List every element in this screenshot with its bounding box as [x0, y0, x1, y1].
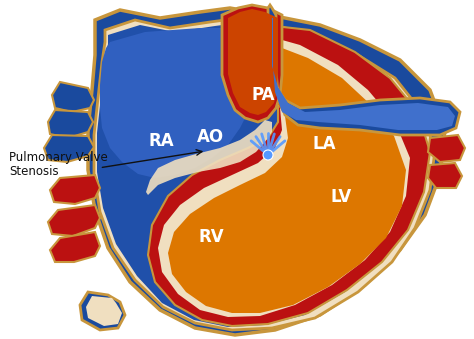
Polygon shape	[228, 9, 278, 115]
Polygon shape	[86, 296, 122, 326]
Text: Pulmonary Valve: Pulmonary Valve	[9, 151, 108, 164]
Polygon shape	[88, 8, 445, 335]
Polygon shape	[48, 110, 93, 138]
Polygon shape	[50, 175, 100, 204]
Polygon shape	[52, 82, 94, 112]
Polygon shape	[80, 292, 125, 330]
Polygon shape	[50, 232, 100, 262]
Polygon shape	[268, 5, 460, 135]
Text: Stenosis: Stenosis	[9, 165, 59, 178]
Text: RA: RA	[148, 132, 174, 150]
Polygon shape	[168, 48, 406, 313]
Polygon shape	[428, 135, 465, 162]
Polygon shape	[94, 18, 435, 330]
Circle shape	[263, 150, 273, 160]
Polygon shape	[428, 163, 462, 188]
Polygon shape	[146, 120, 272, 195]
Text: PA: PA	[251, 86, 275, 104]
Text: LV: LV	[331, 187, 352, 206]
Polygon shape	[222, 5, 282, 122]
Text: LA: LA	[313, 135, 337, 153]
Text: RV: RV	[198, 228, 224, 246]
Polygon shape	[158, 38, 410, 317]
Polygon shape	[148, 25, 430, 326]
Polygon shape	[100, 28, 260, 178]
Polygon shape	[272, 18, 455, 130]
Polygon shape	[97, 22, 428, 327]
Polygon shape	[44, 135, 94, 162]
Text: AO: AO	[197, 128, 225, 146]
Polygon shape	[48, 205, 100, 236]
